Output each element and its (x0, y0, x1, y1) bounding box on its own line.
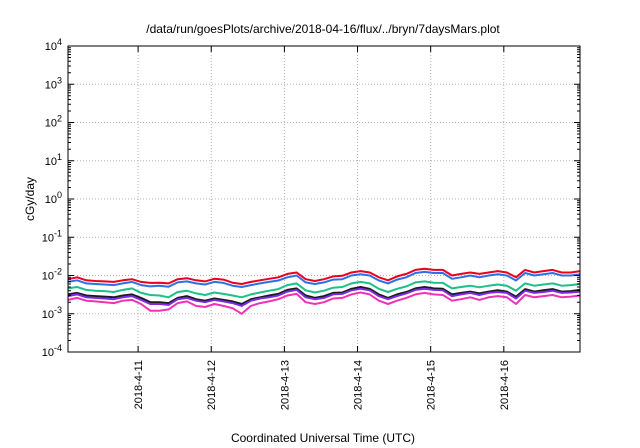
y-tick-label: 10-2 (42, 267, 62, 283)
x-tick-label: 2018-4-15 (426, 360, 438, 410)
x-tick-label: 2018-4-16 (499, 360, 511, 410)
y-tick-label: 101 (45, 152, 62, 168)
x-axis-label: Coordinated Universal Time (UTC) (231, 431, 415, 445)
series-line-1 (67, 267, 581, 285)
x-tick-labels: 2018-4-11 2018-4-12 2018-4-13 2018-4-14 2018… (133, 360, 511, 410)
y-tick-label: 102 (45, 114, 62, 130)
x-tick-label: 2018-4-12 (206, 360, 218, 410)
series-line-5 (67, 287, 581, 307)
y-tick-label: 10-4 (42, 343, 62, 359)
y-tick-labels: 10-4 10-3 10-2 10-1 100 101 102 103 104 (42, 37, 62, 359)
y-tick-label: 10-3 (42, 305, 62, 321)
x-tick-label: 2018-4-13 (279, 360, 291, 410)
x-tick-label: 2018-4-14 (353, 360, 365, 410)
series-line-3 (67, 280, 581, 299)
x-tick-label: 2018-4-11 (133, 360, 145, 409)
y-tick-label: 104 (45, 37, 62, 53)
y-tick-label: 103 (45, 75, 62, 91)
series-line-4 (67, 286, 581, 305)
chart-title: /data/run/goesPlots/archive/2018-04-16/f… (146, 22, 500, 36)
y-axis-label: cGy/day (23, 177, 37, 221)
series-line-6 (67, 291, 581, 315)
y-tick-label: 100 (45, 190, 62, 206)
axis-ticks (68, 45, 580, 353)
series-group (67, 267, 581, 315)
series-line-2 (67, 270, 581, 288)
y-tick-label: 10-1 (42, 228, 62, 244)
